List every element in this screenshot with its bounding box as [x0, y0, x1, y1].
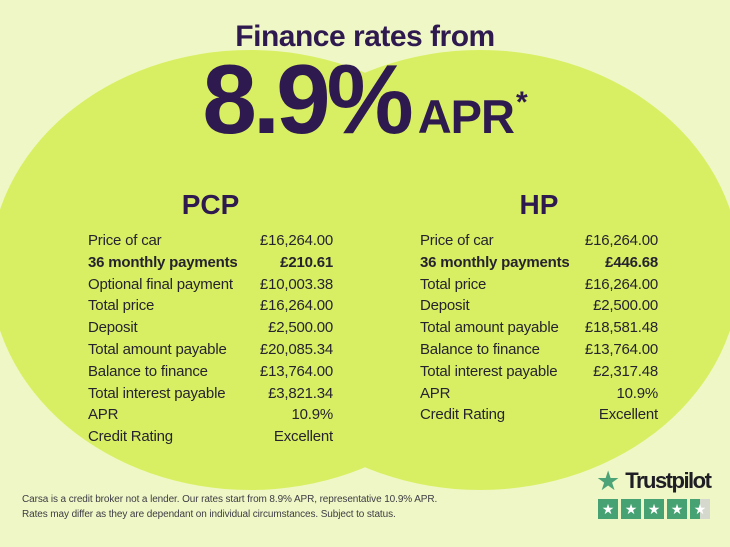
table-row: Price of car £16,264.00 [88, 232, 333, 254]
row-value: 10.9% [291, 406, 333, 424]
disclaimer-line-1: Carsa is a credit broker not a lender. O… [22, 494, 438, 505]
row-label: Credit Rating [88, 428, 173, 446]
star-icon: ★ [693, 501, 707, 517]
disclaimer-line-2: Rates may differ as they are dependant o… [22, 509, 396, 520]
star-icon: ★ [647, 501, 661, 517]
row-label: Optional final payment [88, 275, 233, 293]
pcp-rows: Price of car £16,264.00 36 monthly payme… [88, 232, 333, 450]
table-row: Price of car £16,264.00 [420, 232, 658, 254]
row-value: Excellent [598, 406, 658, 424]
row-label: APR [88, 406, 119, 424]
row-value: £13,764.00 [584, 340, 658, 358]
trustpilot-rating-stars: ★ ★ ★ ★ ★ [598, 499, 722, 519]
row-label: Deposit [88, 319, 138, 337]
row-value: £16,264.00 [259, 232, 333, 249]
row-value: £3,821.34 [268, 384, 333, 402]
table-row: Balance to finance £13,764.00 [420, 341, 658, 363]
row-label: Price of car [88, 232, 162, 249]
table-row: Deposit £2,500.00 [420, 297, 658, 319]
star-box: ★ [667, 499, 687, 519]
row-label: Total amount payable [88, 340, 227, 358]
row-value: £16,264.00 [584, 232, 658, 249]
table-row: 36 monthly payments £446.68 [420, 254, 658, 276]
star-box: ★ [644, 499, 664, 519]
row-label: Balance to finance [88, 362, 208, 380]
row-label: Total price [420, 275, 487, 293]
table-row: Total price £16,264.00 [420, 276, 658, 298]
hp-rows: Price of car £16,264.00 36 monthly payme… [420, 232, 658, 428]
row-label: Credit Rating [420, 406, 505, 424]
table-row: Deposit £2,500.00 [88, 319, 333, 341]
table-row: Balance to finance £13,764.00 [88, 363, 333, 385]
row-value: £18,581.48 [584, 319, 658, 337]
row-value: Excellent [273, 428, 333, 446]
row-label: Total interest payable [88, 384, 226, 402]
trustpilot-wordmark: Trustpilot [625, 468, 712, 493]
pcp-title: PCP [181, 189, 240, 220]
table-row: Credit Rating Excellent [88, 428, 333, 450]
row-value: £16,264.00 [259, 297, 333, 315]
headline-rate: 8.9% APR * [0, 50, 730, 148]
table-row: Total amount payable £20,085.34 [88, 341, 333, 363]
table-row: APR 10.9% [420, 385, 658, 407]
table-row: Credit Rating Excellent [420, 406, 658, 428]
table-row: Total amount payable £18,581.48 [420, 319, 658, 341]
row-label: APR [420, 384, 451, 402]
table-row: 36 monthly payments £210.61 [88, 254, 333, 276]
rate-apr-label: APR [417, 90, 515, 143]
page-title: Finance rates from [235, 20, 495, 53]
row-value: £2,500.00 [593, 297, 658, 315]
row-value: 10.9% [616, 384, 658, 402]
row-label: Price of car [420, 232, 494, 249]
row-value: £446.68 [605, 253, 658, 271]
row-value: £10,003.38 [259, 275, 333, 293]
star-icon: ★ [601, 501, 615, 517]
table-row: Total price £16,264.00 [88, 297, 333, 319]
row-label: Total interest payable [420, 362, 558, 380]
row-label: Deposit [420, 297, 470, 315]
row-label: 36 monthly payments [420, 253, 570, 271]
rate-asterisk: * [515, 86, 528, 119]
row-value: £16,264.00 [584, 275, 658, 293]
table-row: Total interest payable £2,317.48 [420, 363, 658, 385]
half-star-box: ★ [690, 499, 710, 519]
trustpilot-header: ★ Trustpilot [596, 466, 722, 496]
star-box: ★ [598, 499, 618, 519]
row-label: 36 monthly payments [88, 253, 238, 271]
row-value: £2,317.48 [593, 362, 658, 380]
star-icon: ★ [624, 501, 638, 517]
table-row: Total interest payable £3,821.34 [88, 385, 333, 407]
row-value: £20,085.34 [259, 340, 333, 358]
row-label: Balance to finance [420, 340, 540, 358]
disclaimer-text: Carsa is a credit broker not a lender. O… [22, 492, 452, 522]
row-label: Total price [88, 297, 155, 315]
row-value: £2,500.00 [268, 319, 333, 337]
star-box: ★ [621, 499, 641, 519]
table-row: Optional final payment £10,003.38 [88, 276, 333, 298]
row-value: £13,764.00 [259, 362, 333, 380]
pcp-table: PCP Price of car £16,264.00 36 monthly p… [88, 190, 333, 450]
row-value: £210.61 [280, 253, 333, 271]
row-label: Total amount payable [420, 319, 559, 337]
trustpilot-badge[interactable]: ★ Trustpilot ★ ★ ★ ★ ★ [596, 468, 722, 519]
hp-table: HP Price of car £16,264.00 36 monthly pa… [420, 190, 658, 428]
star-icon: ★ [670, 501, 684, 517]
rate-value: 8.9% [202, 44, 413, 154]
trustpilot-star-icon: ★ [596, 466, 621, 496]
hp-title: HP [519, 189, 559, 220]
table-row: APR 10.9% [88, 406, 333, 428]
